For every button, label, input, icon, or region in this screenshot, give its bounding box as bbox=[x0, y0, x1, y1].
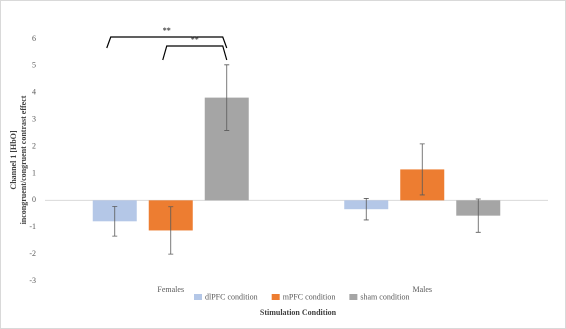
y-tick-label: 1 bbox=[32, 168, 36, 177]
legend-swatch bbox=[349, 294, 358, 300]
y-axis-label: Channel 1 [HbO] bbox=[9, 130, 18, 189]
annotation: ** bbox=[163, 26, 171, 35]
significance-bracket bbox=[106, 36, 228, 49]
legend-swatch bbox=[194, 294, 202, 300]
annotation: ** bbox=[191, 35, 199, 44]
y-tick-label: 5 bbox=[32, 61, 36, 70]
x-tick-label: Females bbox=[157, 285, 184, 294]
y-tick-label: 4 bbox=[32, 88, 36, 97]
error-bar bbox=[419, 143, 425, 196]
significance-bracket bbox=[162, 45, 228, 61]
y-tick-label: -2 bbox=[29, 249, 36, 258]
legend-label: sham condition bbox=[360, 292, 409, 301]
legend-label: mPFC condition bbox=[283, 292, 336, 301]
y-tick-label: -1 bbox=[29, 222, 36, 231]
legend-label: dlPFC condition bbox=[205, 292, 258, 301]
error-bar bbox=[112, 206, 118, 237]
y-tick-label: 3 bbox=[32, 114, 36, 123]
error-bar bbox=[168, 206, 174, 255]
y-tick-label: 6 bbox=[32, 34, 36, 43]
error-bar bbox=[475, 198, 481, 233]
legend-swatch bbox=[271, 294, 280, 300]
y-tick-label: -3 bbox=[29, 276, 36, 285]
error-bar bbox=[224, 64, 230, 131]
y-tick-label: 2 bbox=[32, 141, 36, 150]
y-tick-label: 0 bbox=[32, 195, 36, 204]
y-axis-label: incongruent/congruent contrast effect bbox=[19, 95, 28, 224]
x-tick-label: Males bbox=[412, 285, 432, 294]
error-bar bbox=[363, 198, 369, 221]
x-axis-label: Stimulation Condition bbox=[260, 308, 337, 317]
